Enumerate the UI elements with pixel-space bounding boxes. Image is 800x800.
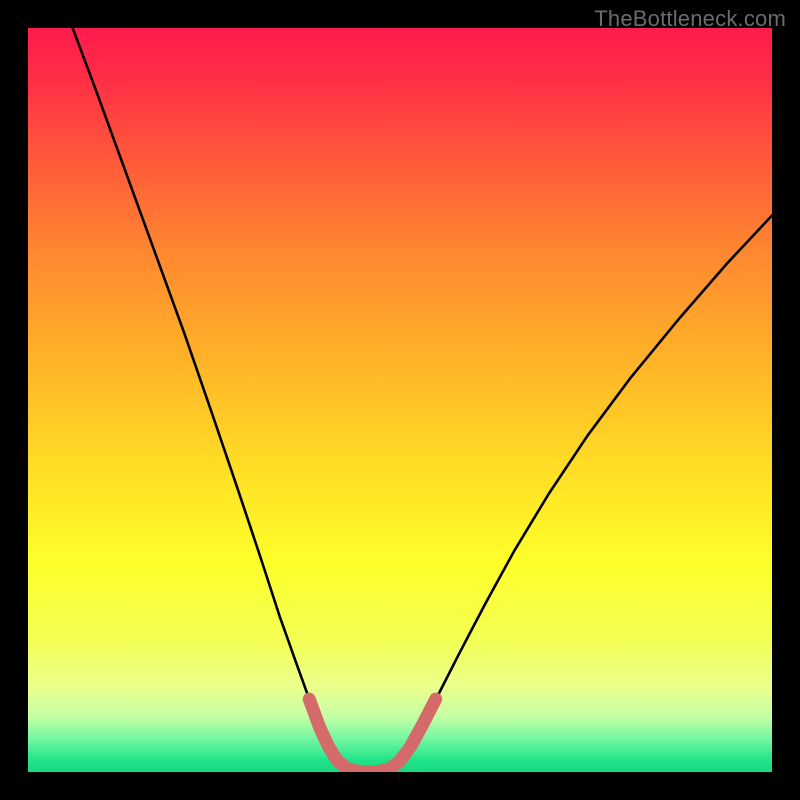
gradient-background: [28, 28, 772, 772]
plot-area: [28, 28, 772, 772]
chart-frame: TheBottleneck.com: [0, 0, 800, 800]
